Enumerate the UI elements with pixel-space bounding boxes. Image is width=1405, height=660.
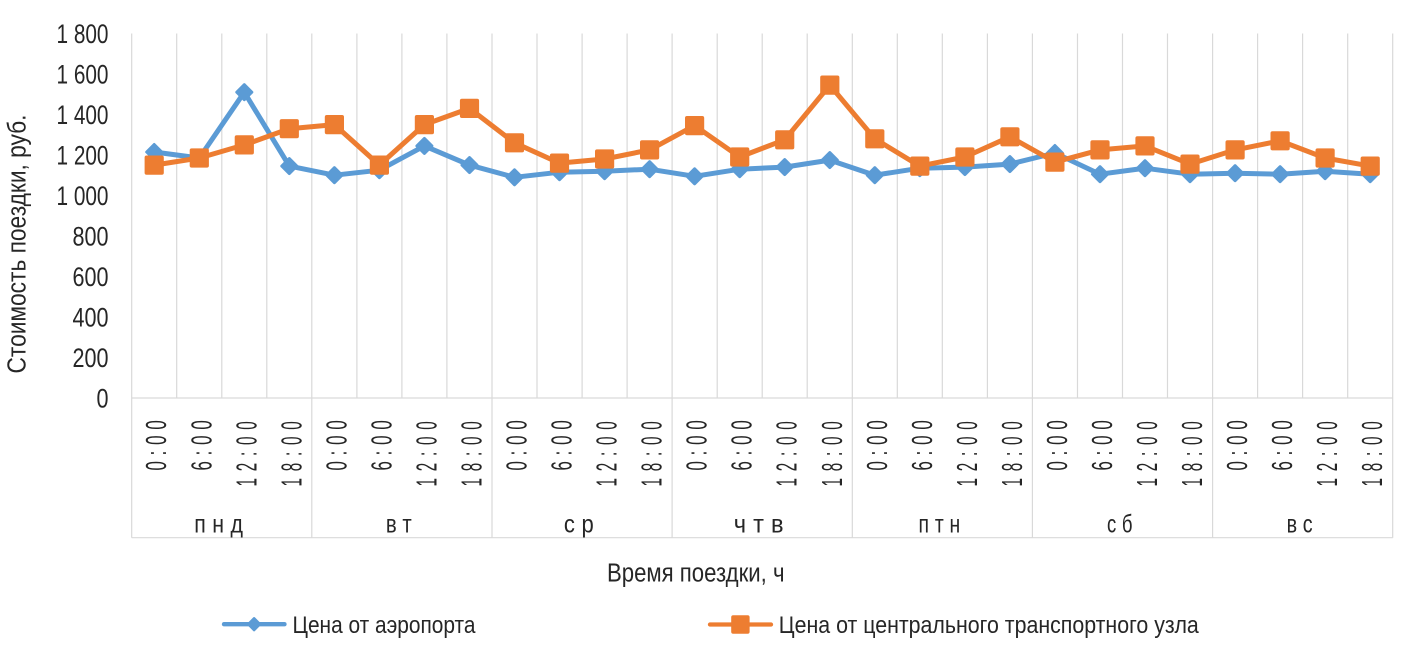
svg-text:вт: вт: [386, 511, 418, 539]
svg-text:18:00: 18:00: [457, 415, 489, 487]
svg-text:18:00: 18:00: [1357, 415, 1389, 487]
svg-text:0:00: 0:00: [862, 415, 894, 471]
svg-text:18:00: 18:00: [997, 415, 1029, 487]
svg-text:0:00: 0:00: [682, 415, 714, 471]
svg-text:1 600: 1 600: [57, 59, 109, 89]
svg-text:6:00: 6:00: [1267, 415, 1299, 471]
svg-text:0:00: 0:00: [141, 415, 173, 471]
svg-text:12:00: 12:00: [772, 415, 804, 487]
svg-text:6:00: 6:00: [1087, 415, 1119, 471]
svg-text:6:00: 6:00: [186, 415, 218, 471]
svg-text:12:00: 12:00: [411, 415, 443, 487]
svg-text:6:00: 6:00: [727, 415, 759, 471]
svg-text:ср: ср: [564, 511, 601, 539]
svg-text:0: 0: [97, 383, 109, 413]
svg-text:чтв: чтв: [734, 511, 791, 539]
svg-text:1 400: 1 400: [57, 100, 109, 130]
svg-text:18:00: 18:00: [276, 415, 308, 487]
svg-text:6:00: 6:00: [547, 415, 579, 471]
svg-text:400: 400: [73, 302, 109, 332]
svg-text:Цена от аэропорта: Цена от аэропорта: [293, 612, 476, 639]
svg-text:12:00: 12:00: [592, 415, 624, 487]
svg-text:1 000: 1 000: [57, 181, 109, 211]
svg-text:200: 200: [73, 343, 109, 373]
svg-text:0:00: 0:00: [1042, 415, 1074, 471]
svg-text:12:00: 12:00: [952, 415, 984, 487]
svg-text:0:00: 0:00: [1222, 415, 1254, 471]
svg-text:12:00: 12:00: [231, 415, 263, 487]
svg-text:0:00: 0:00: [321, 415, 353, 471]
svg-text:1 800: 1 800: [57, 19, 109, 49]
svg-text:12:00: 12:00: [1312, 415, 1344, 487]
svg-text:Время поездки, ч: Время поездки, ч: [607, 560, 785, 588]
svg-text:птн: птн: [919, 511, 967, 539]
svg-text:600: 600: [73, 262, 109, 292]
svg-text:18:00: 18:00: [817, 415, 849, 487]
svg-text:1 200: 1 200: [57, 140, 109, 170]
svg-text:сб: сб: [1107, 511, 1138, 539]
svg-text:18:00: 18:00: [637, 415, 669, 487]
svg-text:6:00: 6:00: [907, 415, 939, 471]
svg-text:18:00: 18:00: [1177, 415, 1209, 487]
svg-text:800: 800: [73, 221, 109, 251]
svg-text:Стоимость поездки, руб.: Стоимость поездки, руб.: [4, 115, 32, 374]
svg-text:0:00: 0:00: [502, 415, 534, 471]
svg-text:пнд: пнд: [194, 511, 249, 539]
svg-text:6:00: 6:00: [366, 415, 398, 471]
svg-text:вс: вс: [1287, 511, 1319, 539]
svg-text:Цена от центрального транспорт: Цена от центрального транспортного узла: [779, 612, 1199, 639]
svg-text:12:00: 12:00: [1132, 415, 1164, 487]
